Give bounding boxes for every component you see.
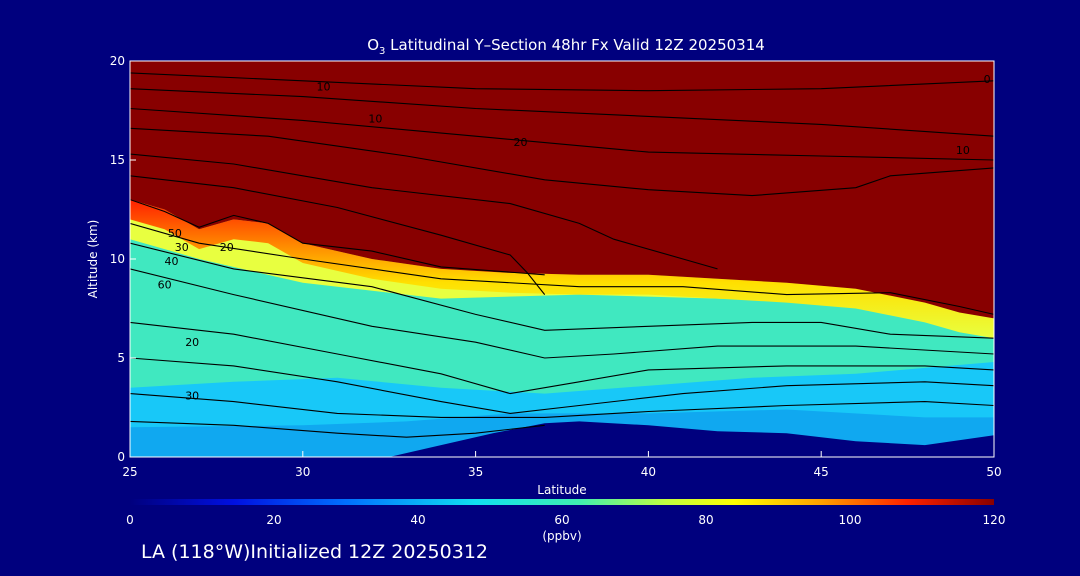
contour-label: 0 (984, 73, 991, 86)
y-tick-label: 20 (110, 54, 125, 68)
contour-line (130, 321, 994, 395)
colorbar-tick-label: 100 (839, 513, 862, 527)
contour-line (130, 222, 994, 315)
colorbar-tick-label: 20 (266, 513, 281, 527)
contour-label: 30 (175, 241, 189, 254)
colorbar (130, 499, 994, 505)
contour-label: 10 (956, 144, 970, 157)
colorbar-tick-label: 0 (126, 513, 134, 527)
contour-line (130, 357, 994, 414)
contour-label: 20 (514, 136, 528, 149)
colorbar-tick-label: 80 (698, 513, 713, 527)
y-axis-label: Altitude (km) (86, 220, 100, 299)
contour-line (130, 127, 994, 197)
contour-label: 50 (168, 227, 182, 240)
x-tick-label: 40 (641, 465, 656, 479)
contour-label: 20 (220, 241, 234, 254)
x-tick-label: 25 (122, 465, 137, 479)
contour-line (130, 72, 994, 92)
contour-line (130, 242, 994, 339)
contour-label: 30 (185, 390, 199, 403)
y-tick-label: 15 (110, 153, 125, 167)
contour-label: 20 (185, 336, 199, 349)
contour-label: 40 (165, 255, 179, 268)
y-tick-label: 5 (117, 351, 125, 365)
contour-line (130, 199, 545, 276)
y-tick-label: 10 (110, 252, 125, 266)
contour-line (130, 107, 994, 161)
chart-title: O3 Latitudinal Y–Section 48hr Fx Valid 1… (367, 36, 765, 57)
contour-line (130, 153, 718, 270)
contour-line (130, 88, 994, 137)
x-tick-label: 30 (295, 465, 310, 479)
stratosphere-band (130, 61, 994, 319)
contour-line (130, 420, 545, 438)
x-tick-label: 35 (468, 465, 483, 479)
contour-label: 10 (368, 112, 382, 125)
contour-line (130, 175, 546, 295)
contour-label: 60 (158, 279, 172, 292)
contour-line (130, 268, 994, 359)
colorbar-tick-label: 60 (554, 513, 569, 527)
contour-line (130, 393, 994, 418)
x-tick-label: 45 (814, 465, 829, 479)
colorbar-tick-label: 40 (410, 513, 425, 527)
colorbar-tick-label: 120 (983, 513, 1006, 527)
colorbar-unit: (ppbv) (542, 529, 581, 543)
y-tick-label: 0 (117, 450, 125, 464)
x-axis-label: Latitude (537, 483, 586, 497)
x-tick-label: 50 (986, 465, 1001, 479)
terrain-mask (130, 421, 994, 457)
contour-label: 10 (317, 81, 331, 94)
initialization-footer: LA (118°W)Initialized 12Z 20250312 (141, 541, 488, 563)
